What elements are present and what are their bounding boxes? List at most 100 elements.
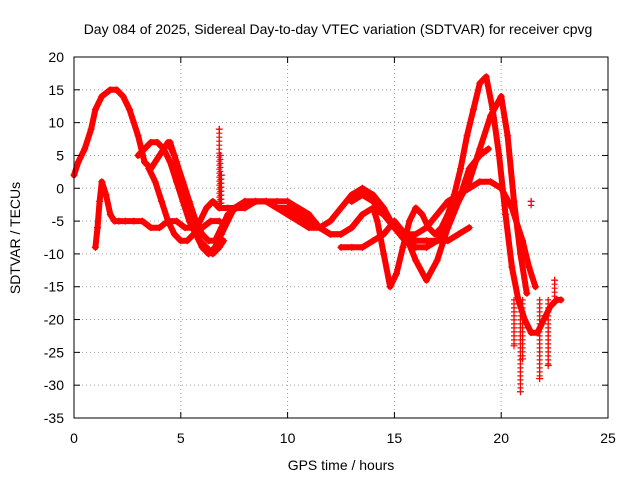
x-tick-label: 0 <box>70 430 78 446</box>
axis-ticks <box>73 56 609 419</box>
data-point <box>487 178 495 186</box>
data-point <box>508 263 516 271</box>
data-point <box>444 197 452 205</box>
data-point <box>241 204 249 212</box>
y-axis-label: SDTVAR / TECUs <box>7 182 23 294</box>
data-point <box>241 197 249 205</box>
data-point <box>482 73 490 81</box>
data-point <box>476 178 484 186</box>
data-point <box>380 211 388 219</box>
y-tick-label: -15 <box>44 279 64 295</box>
x-tick-labels: 0 5 10 15 20 25 <box>70 430 616 446</box>
x-axis-label: GPS time / hours <box>288 457 395 473</box>
data-point <box>147 138 155 146</box>
data-point <box>160 145 168 153</box>
data-point <box>153 138 161 146</box>
data-point <box>393 270 401 278</box>
data-point <box>140 158 148 166</box>
data-point <box>412 256 420 264</box>
data-point <box>401 230 409 238</box>
data-point <box>305 211 313 219</box>
data-point <box>422 243 430 251</box>
x-tick-label: 20 <box>493 430 509 446</box>
data-point <box>177 237 185 245</box>
y-tick-label: 20 <box>48 49 64 65</box>
data-point <box>437 224 445 232</box>
data-point <box>224 211 232 219</box>
data-point <box>433 256 441 264</box>
data-point <box>217 224 225 232</box>
series-trace <box>135 139 312 257</box>
y-tick-label: -5 <box>52 213 65 229</box>
data-point <box>91 106 99 114</box>
data-point <box>106 211 114 219</box>
data-point <box>284 204 292 212</box>
y-tick-label: 0 <box>56 180 64 196</box>
data-point <box>232 204 240 212</box>
y-tick-label: 5 <box>56 147 64 163</box>
data-point <box>504 132 512 140</box>
data-point <box>113 86 121 94</box>
y-tick-label: 15 <box>48 82 64 98</box>
data-point <box>151 178 159 186</box>
data-point <box>147 224 155 232</box>
data-point <box>545 360 552 367</box>
data-point <box>190 230 198 238</box>
data-point <box>106 86 114 94</box>
series-sat-h <box>348 178 539 291</box>
series-spikes <box>215 125 559 396</box>
data-point <box>181 224 189 232</box>
data-point <box>93 224 101 232</box>
series-trace <box>338 93 530 297</box>
data-point <box>211 243 219 251</box>
data-point <box>119 92 127 100</box>
data-point <box>463 132 471 140</box>
data-point <box>412 230 420 238</box>
data-point <box>418 211 426 219</box>
data-point <box>444 224 452 232</box>
data-point <box>358 191 366 199</box>
data-point <box>519 237 527 245</box>
data-point <box>205 237 213 245</box>
data-point <box>179 178 187 186</box>
data-point <box>326 217 334 225</box>
data-point <box>508 204 516 212</box>
data-point <box>87 125 95 133</box>
data-point <box>115 217 123 225</box>
data-point <box>155 151 163 159</box>
data-point <box>380 250 388 258</box>
data-point <box>337 243 345 251</box>
data-point <box>358 184 366 192</box>
data-point <box>164 217 172 225</box>
data-point <box>81 145 89 153</box>
data-point <box>454 191 462 199</box>
data-point <box>140 145 148 153</box>
data-point <box>358 243 366 251</box>
data-point <box>390 224 398 232</box>
x-tick-label: 25 <box>600 430 616 446</box>
data-point <box>497 184 505 192</box>
data-point <box>273 197 281 205</box>
data-point <box>465 224 473 232</box>
data-point <box>126 106 134 114</box>
data-point <box>337 230 345 238</box>
data-point <box>519 352 526 359</box>
data-point <box>205 250 213 258</box>
data-point <box>211 237 219 245</box>
data-point <box>173 158 181 166</box>
data-point <box>476 145 484 153</box>
data-point <box>316 224 324 232</box>
data-point <box>102 191 110 199</box>
data-point <box>497 92 505 100</box>
data-point <box>412 237 420 245</box>
data-point <box>294 204 302 212</box>
data-point <box>170 230 178 238</box>
data-point <box>369 237 377 245</box>
y-tick-label: -30 <box>44 377 64 393</box>
data-point <box>501 211 509 219</box>
data-series <box>70 73 565 396</box>
data-point <box>166 138 174 146</box>
data-point <box>284 197 292 205</box>
data-point <box>284 211 292 219</box>
data-point <box>433 237 441 245</box>
